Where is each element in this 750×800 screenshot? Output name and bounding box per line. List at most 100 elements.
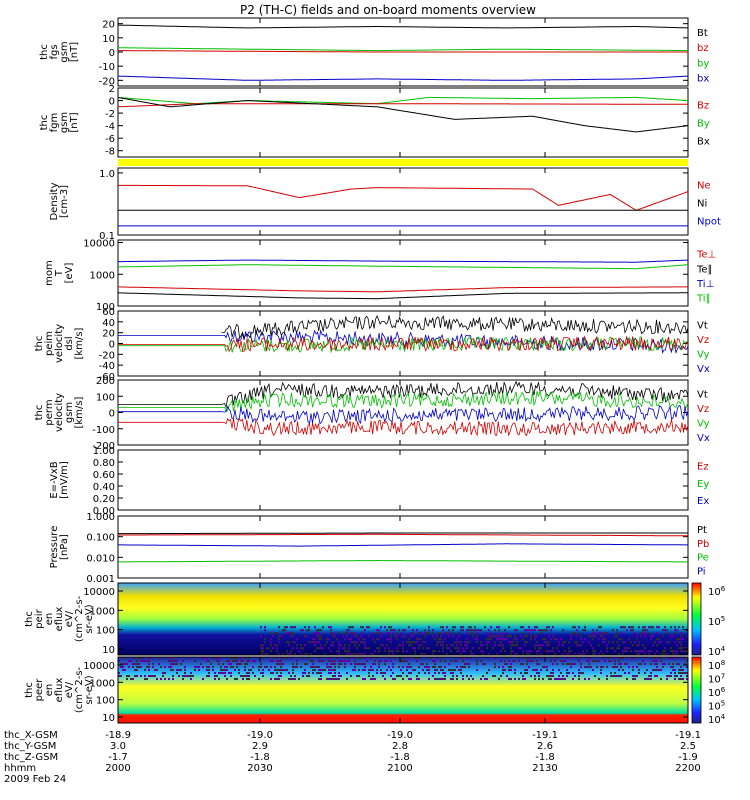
series-line [118,560,688,563]
series-line [221,315,689,340]
y-axis-label: [nT] [69,42,80,62]
legend-entry: Bx [697,136,710,147]
y-tick-label: 40 [102,318,115,329]
series-line [118,404,689,425]
legend-entry: Npot [697,216,721,227]
y-tick-label: 20 [102,20,115,31]
y-tick-label: 10000 [83,587,115,598]
series-line [118,47,688,52]
y-axis-label: velocity [54,324,65,363]
series-line [118,75,689,81]
y-tick-label: -20 [99,350,115,361]
series-line [118,335,689,353]
y-axis-label: fgm [49,113,60,133]
legend-entry: Vz [697,404,709,415]
panel-efield: 1.000.800.600.400.200.00 E=-VxB [mV/m] Ez Ey… [49,446,709,517]
legend-entry: Vx [697,364,710,375]
legend-entry: Vy [697,349,710,360]
legend-entry: bz [697,43,709,54]
x-tick-value: -1.8 [250,752,270,763]
legend-entry: Ni [697,198,707,209]
y-axis-label: eflux [54,607,65,632]
x-tick-value: -1.8 [390,752,410,763]
y-axis-label: [mV/m] [59,461,70,499]
colorbar [691,656,702,724]
legend-entry: Pt [697,525,707,536]
y-tick-label: 0.40 [93,482,115,493]
y-tick-label: -10 [99,62,115,73]
y-axis-label: en [44,613,55,626]
series-line [118,543,688,547]
x-tick-value: 2030 [247,763,272,774]
y-axis-label: (cm^2-s- [74,595,85,642]
y-axis-label: eV/ [64,610,75,627]
y-axis-label: E=-VxB [49,461,60,498]
y-axis-label: thc [39,44,50,60]
legend-entry: Te∥ [696,264,713,275]
panel-temperature: 10000 1000 100 mom T [eV] Te⊥ Te∥ Ti⊥ Ti∥ [44,239,716,313]
y-tick-label: 0.010 [86,553,115,564]
y-tick-label: -40 [99,361,115,372]
y-axis-label: [km/s] [74,396,85,428]
date-label: 2009 Feb 24 [4,774,66,785]
x-tick-value: 2.9 [252,741,268,752]
colorbar-tick-label: 104 [708,645,726,658]
x-tick-value: -1.9 [678,752,698,763]
y-tick-label: 0.100 [86,533,115,544]
colorbar-tick-label: 106 [708,686,726,699]
legend-entry: Te⊥ [696,250,716,261]
series-line [117,96,689,133]
y-axis-label: sr-eV) [84,604,95,633]
colorbar [691,582,702,656]
y-tick-label: 0.60 [93,470,115,481]
panel-fgs: 20 10 0 -10 -20 thc fgs gsm [nT] Bt bz by bx [39,17,709,87]
x-row-label: thc_Z-GSM [4,752,58,763]
y-axis-label: fgs [49,44,60,59]
x-tick-value: 2.6 [537,741,553,752]
y-axis-label: peer [34,678,45,702]
y-tick-label: -200 [92,441,115,452]
x-tick-value: -1.8 [535,752,555,763]
x-tick-value: -19.1 [532,730,558,741]
y-tick-label: 2 [109,84,115,95]
x-tick-value: 3.0 [110,741,126,752]
y-tick-label: 10 [102,34,115,45]
panel-density: 1.0 0.1 Density [cm-3] Ne Ni Npot [49,167,721,242]
legend-entry: Ti⊥ [696,279,714,290]
y-axis-label: [cm-3] [59,185,70,218]
y-axis-label: thc [34,405,45,421]
panel-frame [117,515,689,579]
legend-entry: Ne [697,180,711,191]
y-axis-label: gsm [59,41,70,62]
y-tick-label: 0 [109,48,115,59]
panel-frame [117,656,689,724]
colorbar-tick-label: 105 [708,700,725,713]
y-tick-label: 0 [109,409,115,420]
y-axis-label: sr-eV) [84,675,95,704]
x-tick-value: 2100 [387,763,412,774]
series-line [118,380,689,409]
x-tick-value: -19.0 [247,730,273,741]
figure-title: P2 (TH-C) fields and on-board moments ov… [240,3,536,17]
colorbar-tick-label: 104 [708,713,726,726]
colorbar-tick-label: 106 [708,585,726,598]
colorbar-tick-label: 107 [708,673,725,686]
y-axis-label: [km/s] [74,327,85,359]
y-axis-label: (cm^2-s- [74,666,85,713]
series-line [118,389,689,413]
y-tick-label: 100 [96,626,115,637]
y-tick-label: -2 [105,109,115,120]
panel-frame [117,449,689,511]
y-tick-label: 0.80 [93,458,115,469]
x-axis-table: thc_X-GSM -18.9 -19.0 -19.0 -19.1 -19.1 thc_Y-… [4,18,701,785]
y-tick-label: 0.00 [93,506,115,517]
series-line [118,264,689,270]
x-tick-value: -19.1 [675,730,701,741]
x-row-label: thc_X-GSM [4,730,58,741]
colorbar-tick-label: 108 [708,659,725,672]
series-line [118,184,689,211]
series-line [118,286,688,293]
x-tick-value: -19.0 [387,730,413,741]
x-tick-value: -1.7 [108,752,128,763]
